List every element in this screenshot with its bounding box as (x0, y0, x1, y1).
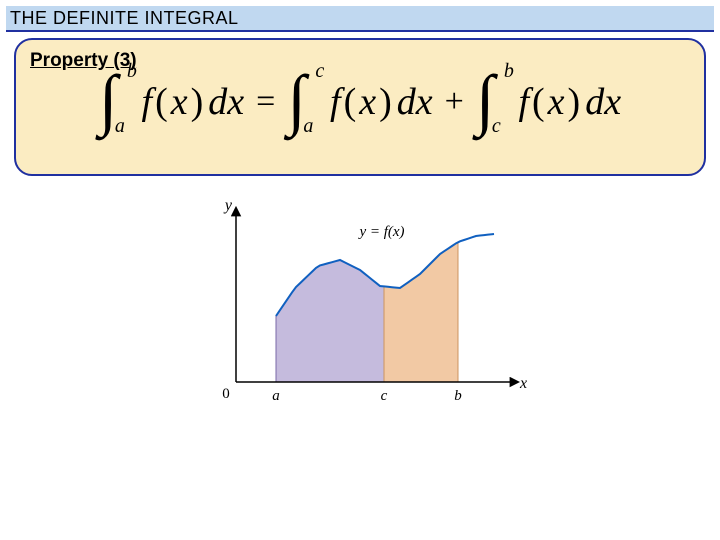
svg-text:y = f(x): y = f(x) (357, 224, 404, 240)
differential-1: dx (395, 80, 433, 124)
upper-limit-1: c (315, 60, 324, 83)
svg-text:a: a (272, 388, 280, 404)
differential-2: dx (583, 80, 621, 124)
section-header: THE DEFINITE INTEGRAL (6, 6, 714, 32)
integrand-fn-0: f (142, 80, 153, 124)
open-paren-2: ( (531, 80, 546, 124)
integrand-fn-1: f (330, 80, 341, 124)
integral-term-1: ∫ c a (287, 78, 306, 126)
integral-term-0: ∫ b a (99, 78, 118, 126)
integral-formula: ∫ b a f ( x ) dx = ∫ c a f ( x ) dx + (99, 78, 621, 126)
close-paren-1: ) (378, 80, 393, 124)
svg-text:0: 0 (222, 386, 230, 402)
area-figure: y x 0 a c b y = f(x) (190, 196, 530, 426)
equals-operator: = (246, 83, 285, 121)
svg-text:c: c (381, 388, 388, 404)
integrand-arg-2: x (548, 80, 565, 124)
open-paren-0: ( (154, 80, 169, 124)
open-paren-1: ( (343, 80, 358, 124)
upper-limit-2: b (504, 60, 514, 83)
lower-limit-0: a (115, 115, 125, 138)
integral-term-2: ∫ b c (476, 78, 495, 126)
svg-text:y: y (223, 197, 233, 214)
differential-0: dx (206, 80, 244, 124)
close-paren-0: ) (190, 80, 205, 124)
svg-text:b: b (454, 388, 462, 404)
property-box: Property (3) ∫ b a f ( x ) dx = ∫ c a f (14, 38, 706, 176)
upper-limit-0: b (127, 60, 137, 83)
area-svg: y x 0 a c b y = f(x) (190, 196, 530, 426)
svg-text:x: x (519, 375, 527, 392)
section-title: THE DEFINITE INTEGRAL (10, 8, 239, 29)
integrand-arg-0: x (171, 80, 188, 124)
lower-limit-2: c (492, 115, 501, 138)
integrand-fn-2: f (518, 80, 529, 124)
formula-container: ∫ b a f ( x ) dx = ∫ c a f ( x ) dx + (30, 78, 690, 126)
close-paren-2: ) (567, 80, 582, 124)
plus-operator: + (435, 83, 474, 121)
lower-limit-1: a (303, 115, 313, 138)
integrand-arg-1: x (359, 80, 376, 124)
